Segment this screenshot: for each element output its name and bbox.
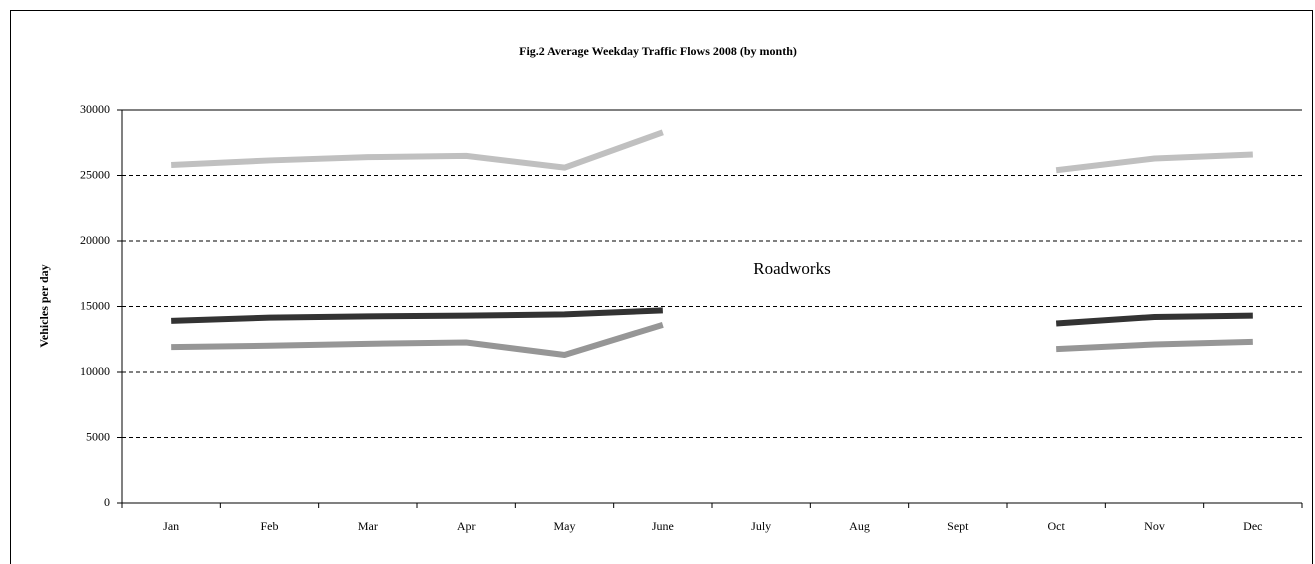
y-tick-label: 30000	[80, 102, 110, 116]
y-tick-label: 15000	[80, 298, 110, 312]
annotation: Roadworks	[753, 259, 830, 278]
y-tick-label: 5000	[86, 429, 110, 443]
series-line	[171, 307, 663, 324]
y-tick-label: 10000	[80, 364, 110, 378]
x-tick-label: Aug	[849, 519, 870, 533]
x-tick-label: Apr	[457, 519, 476, 533]
x-tick-label: May	[554, 519, 576, 533]
x-tick-label: Nov	[1144, 519, 1165, 533]
x-tick-label: Jan	[163, 519, 179, 533]
x-tick-label: June	[652, 519, 674, 533]
x-tick-label: Dec	[1243, 519, 1262, 533]
x-tick-label: Feb	[261, 519, 279, 533]
series-line	[171, 129, 664, 171]
series-line	[1056, 338, 1253, 353]
x-tick-label: Sept	[947, 519, 969, 533]
x-tick-label: Oct	[1048, 519, 1066, 533]
y-tick-label: 0	[104, 495, 110, 509]
y-tick-label: 25000	[80, 167, 110, 181]
series-line	[171, 321, 664, 358]
chart-title: Fig.2 Average Weekday Traffic Flows 2008…	[519, 44, 797, 58]
series-line	[1055, 151, 1253, 174]
x-tick-label: Mar	[358, 519, 378, 533]
x-tick-label: July	[751, 519, 771, 533]
chart-border	[10, 10, 1313, 564]
y-tick-label: 20000	[80, 233, 110, 247]
y-axis-label: Vehicles per day	[37, 264, 51, 347]
series-line	[1055, 312, 1253, 327]
